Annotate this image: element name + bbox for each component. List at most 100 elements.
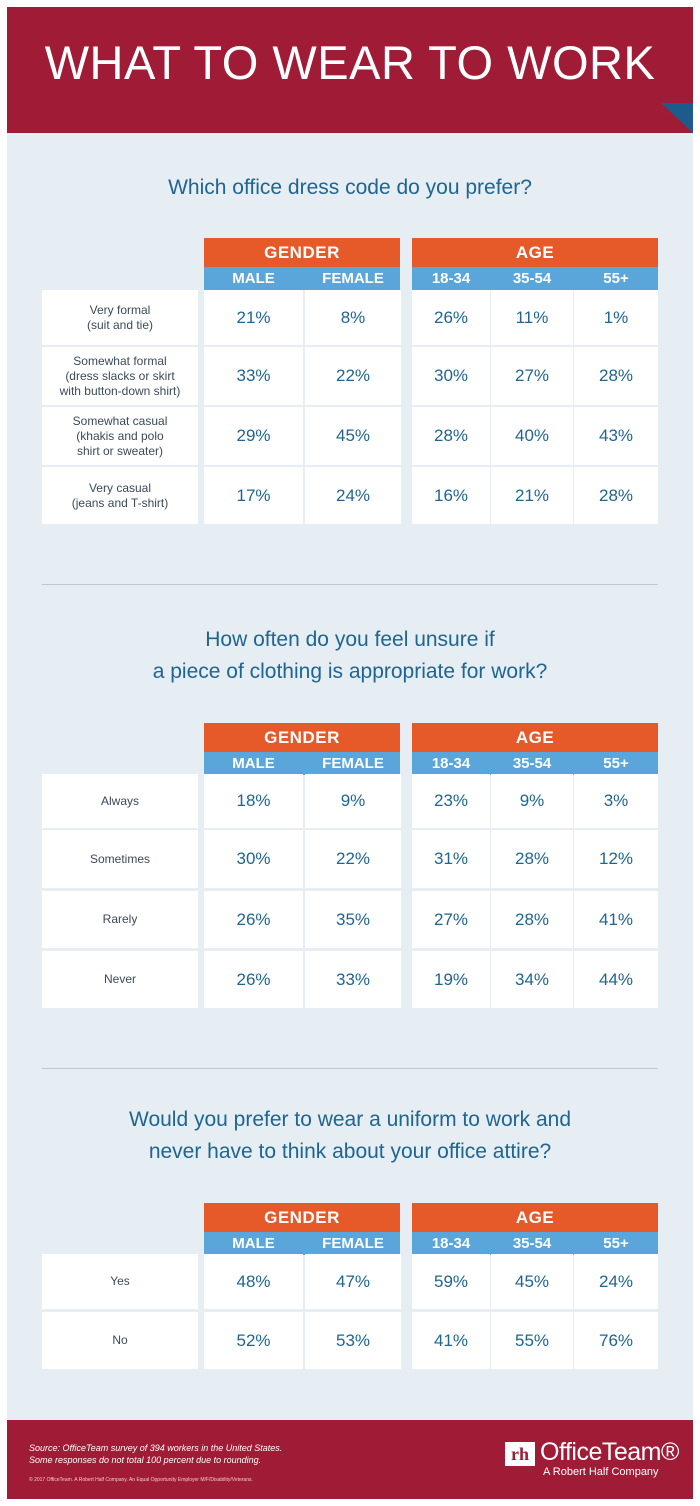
data-cell: 16% — [412, 467, 490, 524]
column-header: 55+ — [603, 270, 629, 287]
group-header-age: AGE — [412, 238, 658, 267]
row-label-text: Sometimes — [90, 852, 150, 867]
row-label: No — [42, 1312, 198, 1369]
data-cell: 21% — [491, 467, 573, 524]
row-label: Yes — [42, 1254, 198, 1309]
row-label-line: Somewhat formal — [73, 353, 167, 368]
row-label-line: Always — [100, 793, 139, 808]
row-label: Very casual (jeans and T-shirt) — [42, 467, 198, 524]
section-divider — [42, 584, 658, 585]
column-header: 55+ — [603, 755, 629, 772]
data-cell: 33% — [204, 347, 303, 405]
data-cell: 76% — [574, 1312, 658, 1369]
column-header: FEMALE — [322, 1235, 384, 1252]
data-cell: 28% — [412, 407, 490, 465]
data-cell: 22% — [305, 347, 401, 405]
question-title: How often do you feel unsure if — [205, 628, 495, 651]
row-label-line: Sometimes — [89, 851, 151, 866]
data-cell: 26% — [412, 290, 490, 345]
row-label-line: (suit and tie) — [86, 317, 154, 332]
row-label: Rarely — [42, 891, 198, 948]
data-cell: 34% — [491, 951, 573, 1008]
data-cell: 26% — [204, 951, 303, 1008]
data-cell: 35% — [305, 891, 401, 948]
data-cell: 45% — [491, 1254, 573, 1309]
data-cell: 52% — [204, 1312, 303, 1369]
subheader-bar — [412, 1232, 658, 1255]
data-cell: 11% — [491, 290, 573, 345]
data-cell: 45% — [305, 407, 401, 465]
logo-tagline: A Robert Half Company — [543, 1466, 659, 1478]
column-header: 18-34 — [431, 270, 471, 287]
source-note: Source: OfficeTeam survey of 394 workers… — [29, 1442, 282, 1466]
row-label: Never — [42, 951, 198, 1008]
copyright-text: © 2017 OfficeTeam. A Robert Half Company… — [29, 1477, 253, 1483]
data-cell: 40% — [491, 407, 573, 465]
data-cell: 17% — [204, 467, 303, 524]
infographic: WHAT TO WEAR TO WORK Which office dress … — [7, 7, 693, 1499]
row-label-line: (dress slacks or skirt — [65, 368, 175, 383]
source-line-2: Some responses do not total 100 percent … — [29, 1455, 262, 1465]
column-header: MALE — [232, 755, 275, 772]
logo-mark: rh — [505, 1442, 535, 1466]
row-label-text: Always — [101, 794, 139, 809]
column-header: 35-54 — [512, 1235, 552, 1252]
data-cell: 55% — [491, 1312, 573, 1369]
row-label-line: Never — [103, 972, 136, 986]
row-label-line: (khakis and polo — [76, 428, 164, 443]
column-header: FEMALE — [322, 755, 384, 772]
data-cell: 9% — [491, 774, 573, 828]
subheader-bar — [204, 1232, 400, 1255]
column-header: FEMALE — [322, 270, 384, 287]
data-cell: 53% — [305, 1312, 401, 1369]
column-header: 18-34 — [431, 1235, 471, 1252]
row-label-text: Somewhat casual (khakis and polo shirt or … — [73, 414, 168, 459]
data-cell: 33% — [305, 951, 401, 1008]
data-cell: 28% — [574, 347, 658, 405]
column-header: 35-54 — [512, 755, 552, 772]
data-cell: 12% — [574, 830, 658, 888]
officeteam-logo: rh OfficeTeam® A Robert Half Company — [505, 1438, 679, 1478]
subheader-bar — [412, 267, 658, 290]
data-cell: 47% — [305, 1254, 401, 1309]
group-header-gender: GENDER — [204, 1203, 400, 1232]
column-header: MALE — [232, 1235, 275, 1252]
data-cell: 43% — [574, 407, 658, 465]
data-cell: 26% — [204, 891, 303, 948]
data-cell: 23% — [412, 774, 490, 828]
row-label-text: Very casual (jeans and T-shirt) — [72, 481, 169, 511]
column-header: 35-54 — [512, 270, 552, 287]
question-title: a piece of clothing is appropriate for w… — [152, 660, 548, 683]
data-cell: 9% — [305, 774, 401, 828]
data-cell: 21% — [204, 290, 303, 345]
row-label-line: Very formal — [89, 302, 151, 317]
subheader-bar — [412, 752, 658, 775]
row-label-text: Yes — [110, 1274, 130, 1289]
data-cell: 44% — [574, 951, 658, 1008]
data-cell: 59% — [412, 1254, 490, 1309]
row-label: Very formal (suit and tie) — [42, 290, 198, 345]
row-label-line: Rarely — [102, 912, 138, 926]
section-divider — [42, 1068, 658, 1069]
row-label-text: Somewhat formal (dress slacks or skirt wit… — [60, 354, 181, 399]
row-label-line: (jeans and T-shirt) — [71, 495, 169, 510]
group-header-age: AGE — [412, 1203, 658, 1232]
footer: Source: OfficeTeam survey of 394 workers… — [7, 1420, 693, 1499]
data-cell: 28% — [491, 891, 573, 948]
data-cell: 41% — [574, 891, 658, 948]
data-cell: 41% — [412, 1312, 490, 1369]
row-label-text: Never — [104, 972, 136, 987]
data-cell: 27% — [412, 891, 490, 948]
data-cell: 22% — [305, 830, 401, 888]
data-cell: 24% — [305, 467, 401, 524]
row-label-line: Very casual — [88, 480, 152, 495]
row-label-text: No — [112, 1333, 127, 1348]
data-cell: 27% — [491, 347, 573, 405]
data-cell: 19% — [412, 951, 490, 1008]
data-cell: 1% — [574, 290, 658, 345]
row-label-line: with button-down shirt) — [59, 383, 181, 398]
data-cell: 48% — [204, 1254, 303, 1309]
group-header-age: AGE — [412, 723, 658, 752]
page-title: WHAT TO WEAR TO WORK — [44, 36, 656, 89]
banner-fold-decoration — [661, 103, 693, 133]
